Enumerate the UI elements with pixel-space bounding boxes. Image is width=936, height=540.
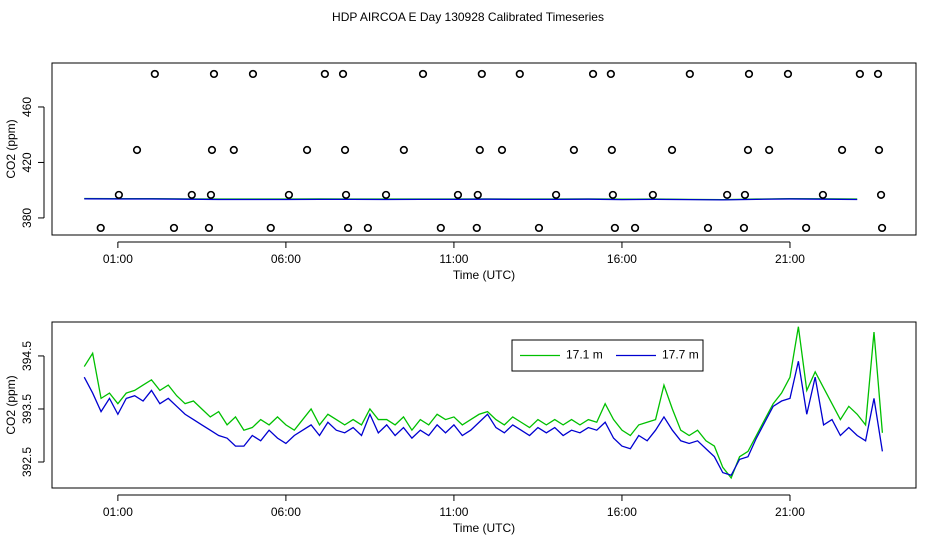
calibration-point bbox=[607, 145, 616, 155]
calibration-point bbox=[723, 190, 732, 200]
calibration-point bbox=[473, 190, 482, 200]
calibration-point bbox=[743, 145, 753, 155]
legend-label: 17.1 m bbox=[566, 348, 603, 362]
data-line bbox=[83, 326, 884, 480]
legend: 17.1 m 17.7 m bbox=[511, 339, 704, 372]
y-tick-label: 394.5 bbox=[20, 341, 34, 371]
x-tick-label: 21:00 bbox=[775, 252, 805, 266]
calibration-point bbox=[765, 145, 774, 155]
x-axis-label: Time (UTC) bbox=[453, 268, 515, 282]
calibration-point bbox=[855, 69, 864, 79]
calibration-point bbox=[436, 223, 445, 233]
x-tick-label: 11:00 bbox=[439, 252, 468, 266]
x-tick-label: 06:00 bbox=[271, 252, 301, 266]
calibration-point bbox=[284, 190, 294, 200]
y-tick-label: 393.5 bbox=[20, 394, 34, 424]
calibration-point bbox=[608, 190, 617, 200]
calibration-point bbox=[207, 145, 217, 155]
data-line bbox=[84, 198, 858, 201]
calibration-point bbox=[703, 223, 713, 233]
calibration-point bbox=[341, 190, 351, 200]
calibration-point bbox=[399, 145, 408, 155]
calibration-point bbox=[873, 69, 883, 79]
y-axis-label: CO2 (ppm) bbox=[4, 375, 18, 434]
y-axis-label: CO2 (ppm) bbox=[4, 119, 18, 178]
calibration-point bbox=[648, 190, 657, 200]
x-tick-label: 01:00 bbox=[103, 505, 133, 519]
y-tick-label: 380 bbox=[20, 208, 34, 228]
calibration-point bbox=[150, 69, 159, 79]
calibration-point bbox=[302, 145, 312, 155]
calibration-point bbox=[739, 223, 749, 233]
plot-frame bbox=[51, 62, 917, 236]
calibration-point bbox=[363, 223, 372, 233]
calibration-point bbox=[630, 223, 640, 233]
calibration-point bbox=[534, 223, 544, 233]
calibration-point bbox=[740, 190, 750, 200]
calibration-point bbox=[132, 145, 142, 155]
data-line bbox=[83, 361, 884, 477]
x-tick-label: 16:00 bbox=[607, 505, 637, 519]
calibration-point bbox=[206, 190, 216, 200]
calibration-point bbox=[418, 69, 428, 79]
calibration-point bbox=[204, 223, 214, 233]
calibration-point bbox=[209, 69, 219, 79]
calibration-point bbox=[229, 145, 238, 155]
calibration-point bbox=[667, 145, 677, 155]
chart-title: HDP AIRCOA E Day 130928 Calibrated Times… bbox=[332, 10, 604, 24]
legend-label: 17.7 m bbox=[662, 348, 699, 362]
calibration-point bbox=[475, 145, 484, 155]
calibration-point bbox=[453, 190, 463, 200]
calibration-point bbox=[477, 69, 486, 79]
calibration-point bbox=[744, 69, 754, 79]
y-tick-label: 420 bbox=[20, 152, 34, 172]
x-axis-label: Time (UTC) bbox=[453, 521, 515, 535]
calibration-point bbox=[497, 145, 507, 155]
calibration-point bbox=[169, 223, 179, 233]
calibration-point bbox=[381, 190, 391, 200]
calibration-point bbox=[515, 69, 524, 79]
x-tick-label: 11:00 bbox=[439, 505, 468, 519]
calibration-point bbox=[320, 69, 329, 79]
calibration-point bbox=[187, 190, 196, 200]
y-tick-label: 392.5 bbox=[20, 447, 34, 477]
calibration-point bbox=[114, 190, 123, 200]
y-tick-label: 460 bbox=[20, 97, 34, 117]
calibration-point bbox=[783, 69, 793, 79]
calibration-point bbox=[248, 69, 258, 79]
calibration-point bbox=[837, 145, 847, 155]
calibration-point bbox=[685, 69, 694, 79]
x-tick-label: 01:00 bbox=[103, 252, 133, 266]
calibration-point bbox=[818, 190, 828, 200]
calibration-point bbox=[266, 223, 275, 233]
calibration-point bbox=[340, 145, 350, 155]
calibration-point bbox=[569, 145, 578, 155]
calibration-point bbox=[876, 190, 886, 200]
calibration-point bbox=[874, 145, 884, 155]
x-tick-label: 16:00 bbox=[607, 252, 637, 266]
x-tick-label: 21:00 bbox=[775, 505, 805, 519]
calibration-point bbox=[802, 223, 811, 233]
plot-frame bbox=[51, 321, 917, 489]
calibration-point bbox=[343, 223, 353, 233]
calibration-point bbox=[551, 190, 561, 200]
calibration-point bbox=[588, 69, 598, 79]
calibration-point bbox=[472, 223, 481, 233]
calibration-point bbox=[96, 223, 105, 233]
calibration-point bbox=[338, 69, 348, 79]
calibration-point bbox=[606, 69, 615, 79]
calibration-point bbox=[610, 223, 619, 233]
x-tick-label: 06:00 bbox=[271, 505, 301, 519]
calibration-point bbox=[877, 223, 887, 233]
